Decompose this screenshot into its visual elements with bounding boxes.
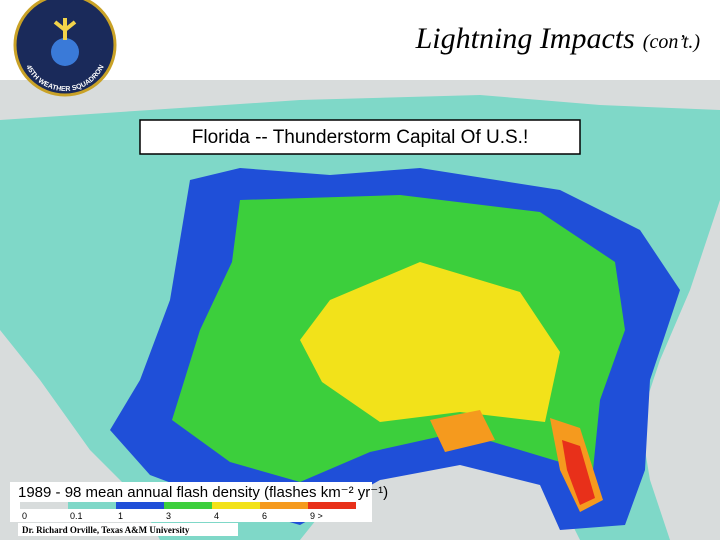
legend-swatch (20, 502, 68, 509)
legend-label: 0.1 (70, 511, 83, 521)
legend-swatch (68, 502, 116, 509)
credit-box (18, 523, 238, 536)
map-edge (0, 80, 720, 120)
legend-swatch (212, 502, 260, 509)
caption-box (139, 119, 581, 155)
caption: Florida -- Thunderstorm Capital Of U.S.! (192, 127, 528, 148)
legend-swatch (308, 502, 356, 509)
legend-title: 1989 - 98 mean annual flash density (fla… (18, 484, 388, 501)
legend-label: 4 (214, 511, 219, 521)
logo-emblem (53, 18, 77, 40)
legend: 1989 - 98 mean annual flash density (fla… (10, 482, 388, 522)
legend-label: 0 (22, 511, 27, 521)
legend-label: 6 (262, 511, 267, 521)
title: Lightning Impacts (con’t.) (415, 22, 701, 55)
credit: Dr. Richard Orville, Texas A&M Universit… (22, 525, 190, 535)
atlantic (640, 200, 720, 540)
density-6-gulf (430, 410, 495, 452)
density-9 (562, 440, 595, 505)
legend-label: 1 (118, 511, 123, 521)
map (0, 80, 720, 540)
legend-label: 9 > (310, 511, 323, 521)
logo-globe (51, 38, 79, 66)
legend-label: 3 (166, 511, 171, 521)
legend-swatch (164, 502, 212, 509)
legend-swatch (260, 502, 308, 509)
density-4 (300, 262, 560, 422)
legend-swatch (116, 502, 164, 509)
logo: 45TH WEATHER SQUADRON (13, 0, 117, 97)
